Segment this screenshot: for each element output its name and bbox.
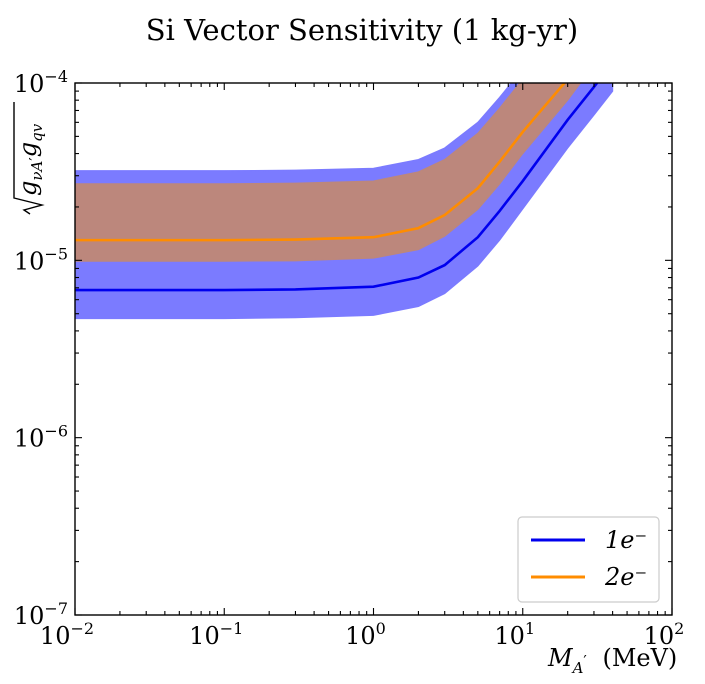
svg-text:gνA′gqv: gνA′gqv — [14, 123, 46, 196]
x-tick-label: 102 — [644, 619, 685, 650]
y-tick-label: 10−7 — [14, 599, 68, 630]
chart-title: Si Vector Sensitivity (1 kg-yr) — [146, 13, 578, 47]
band-2e — [75, 83, 582, 262]
legend-label-2e: 2e⁻ — [604, 563, 647, 591]
y-tick-label: 10−5 — [14, 244, 68, 275]
legend-box — [517, 516, 660, 603]
series-line-1e — [75, 83, 599, 292]
x-axis-label: MA′ (MeV) — [547, 644, 677, 677]
series-line-2e — [75, 83, 567, 242]
uncertainty-bands — [75, 83, 614, 320]
x-tick-label: 10−2 — [40, 619, 94, 650]
legend: 1e⁻ 2e⁻ — [517, 516, 660, 603]
y-axis-ticks: 10−7 10−6 10−5 10−4 — [14, 67, 672, 630]
x-tick-label: 10−1 — [189, 619, 243, 650]
y-axis-label: gνA′gqv — [13, 102, 46, 215]
band-1e — [75, 83, 614, 320]
y-tick-label: 10−6 — [14, 422, 68, 453]
legend-label-1e: 1e⁻ — [605, 526, 647, 554]
x-tick-label: 100 — [345, 619, 386, 650]
y-tick-label: 10−4 — [14, 67, 68, 98]
x-axis-ticks: 10−2 10−1 100 101 102 — [40, 83, 684, 650]
series-lines — [75, 83, 599, 292]
x-tick-label: 101 — [494, 619, 535, 650]
